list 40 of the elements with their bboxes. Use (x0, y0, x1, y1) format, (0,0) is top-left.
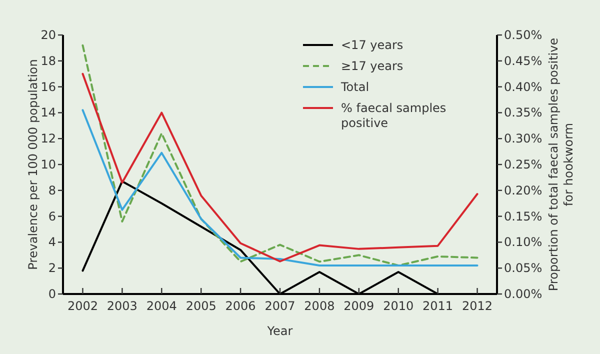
y2-tick-label: 0.50% (504, 28, 542, 42)
y-tick-label: 12 (40, 132, 56, 146)
x-tick-label: 2012 (462, 299, 493, 313)
y2-tick-label: 0.35% (504, 106, 542, 120)
y-tick-label: 0 (48, 287, 56, 301)
x-tick-label: 2006 (225, 299, 256, 313)
x-tick-label: 2007 (264, 299, 296, 313)
y2-tick-label: 0.30% (504, 132, 542, 146)
y2-axis-title: Proportion of total faecal samples positive for hookworm (546, 38, 576, 292)
x-tick-label: 2003 (106, 299, 138, 313)
y2-tick-label: 0.00% (504, 287, 542, 301)
x-tick-label: 2008 (304, 299, 335, 313)
y2-tick-label: 0.05% (504, 261, 542, 276)
x-tick-label: 2004 (146, 299, 177, 313)
legend-label: % faecal samples positive (341, 101, 446, 130)
y-axis-title: Prevalence per 100 000 population (26, 59, 40, 270)
y-tick-label: 14 (40, 106, 56, 120)
y-tick-label: 6 (48, 209, 56, 224)
y-tick-label: 20 (40, 28, 56, 42)
y-tick-label: 10 (40, 158, 56, 172)
legend-label: <17 years (341, 38, 404, 52)
y-tick-label: 8 (48, 183, 56, 198)
x-tick-label: 2010 (383, 299, 414, 313)
y-tick-label: 16 (40, 80, 56, 94)
y2-tick-label: 0.45% (504, 54, 542, 68)
y-tick-label: 2 (48, 261, 56, 276)
x-tick-label: 2002 (67, 299, 98, 313)
x-tick-label: 2011 (422, 299, 454, 313)
y2-tick-label: 0.40% (504, 80, 542, 94)
y-tick-label: 4 (48, 235, 56, 250)
legend-label: ≥17 years (341, 59, 404, 73)
y-tick-label: 18 (40, 54, 56, 68)
x-tick-label: 2005 (186, 299, 216, 313)
x-tick-label: 2009 (344, 299, 374, 313)
legend-label: Total (340, 80, 370, 94)
y2-tick-label: 0.20% (504, 183, 542, 198)
y2-tick-label: 0.15% (504, 209, 542, 224)
y2-tick-label: 0.25% (504, 158, 542, 172)
y2-tick-label: 0.10% (504, 235, 542, 250)
x-axis-title: Year (266, 324, 293, 338)
